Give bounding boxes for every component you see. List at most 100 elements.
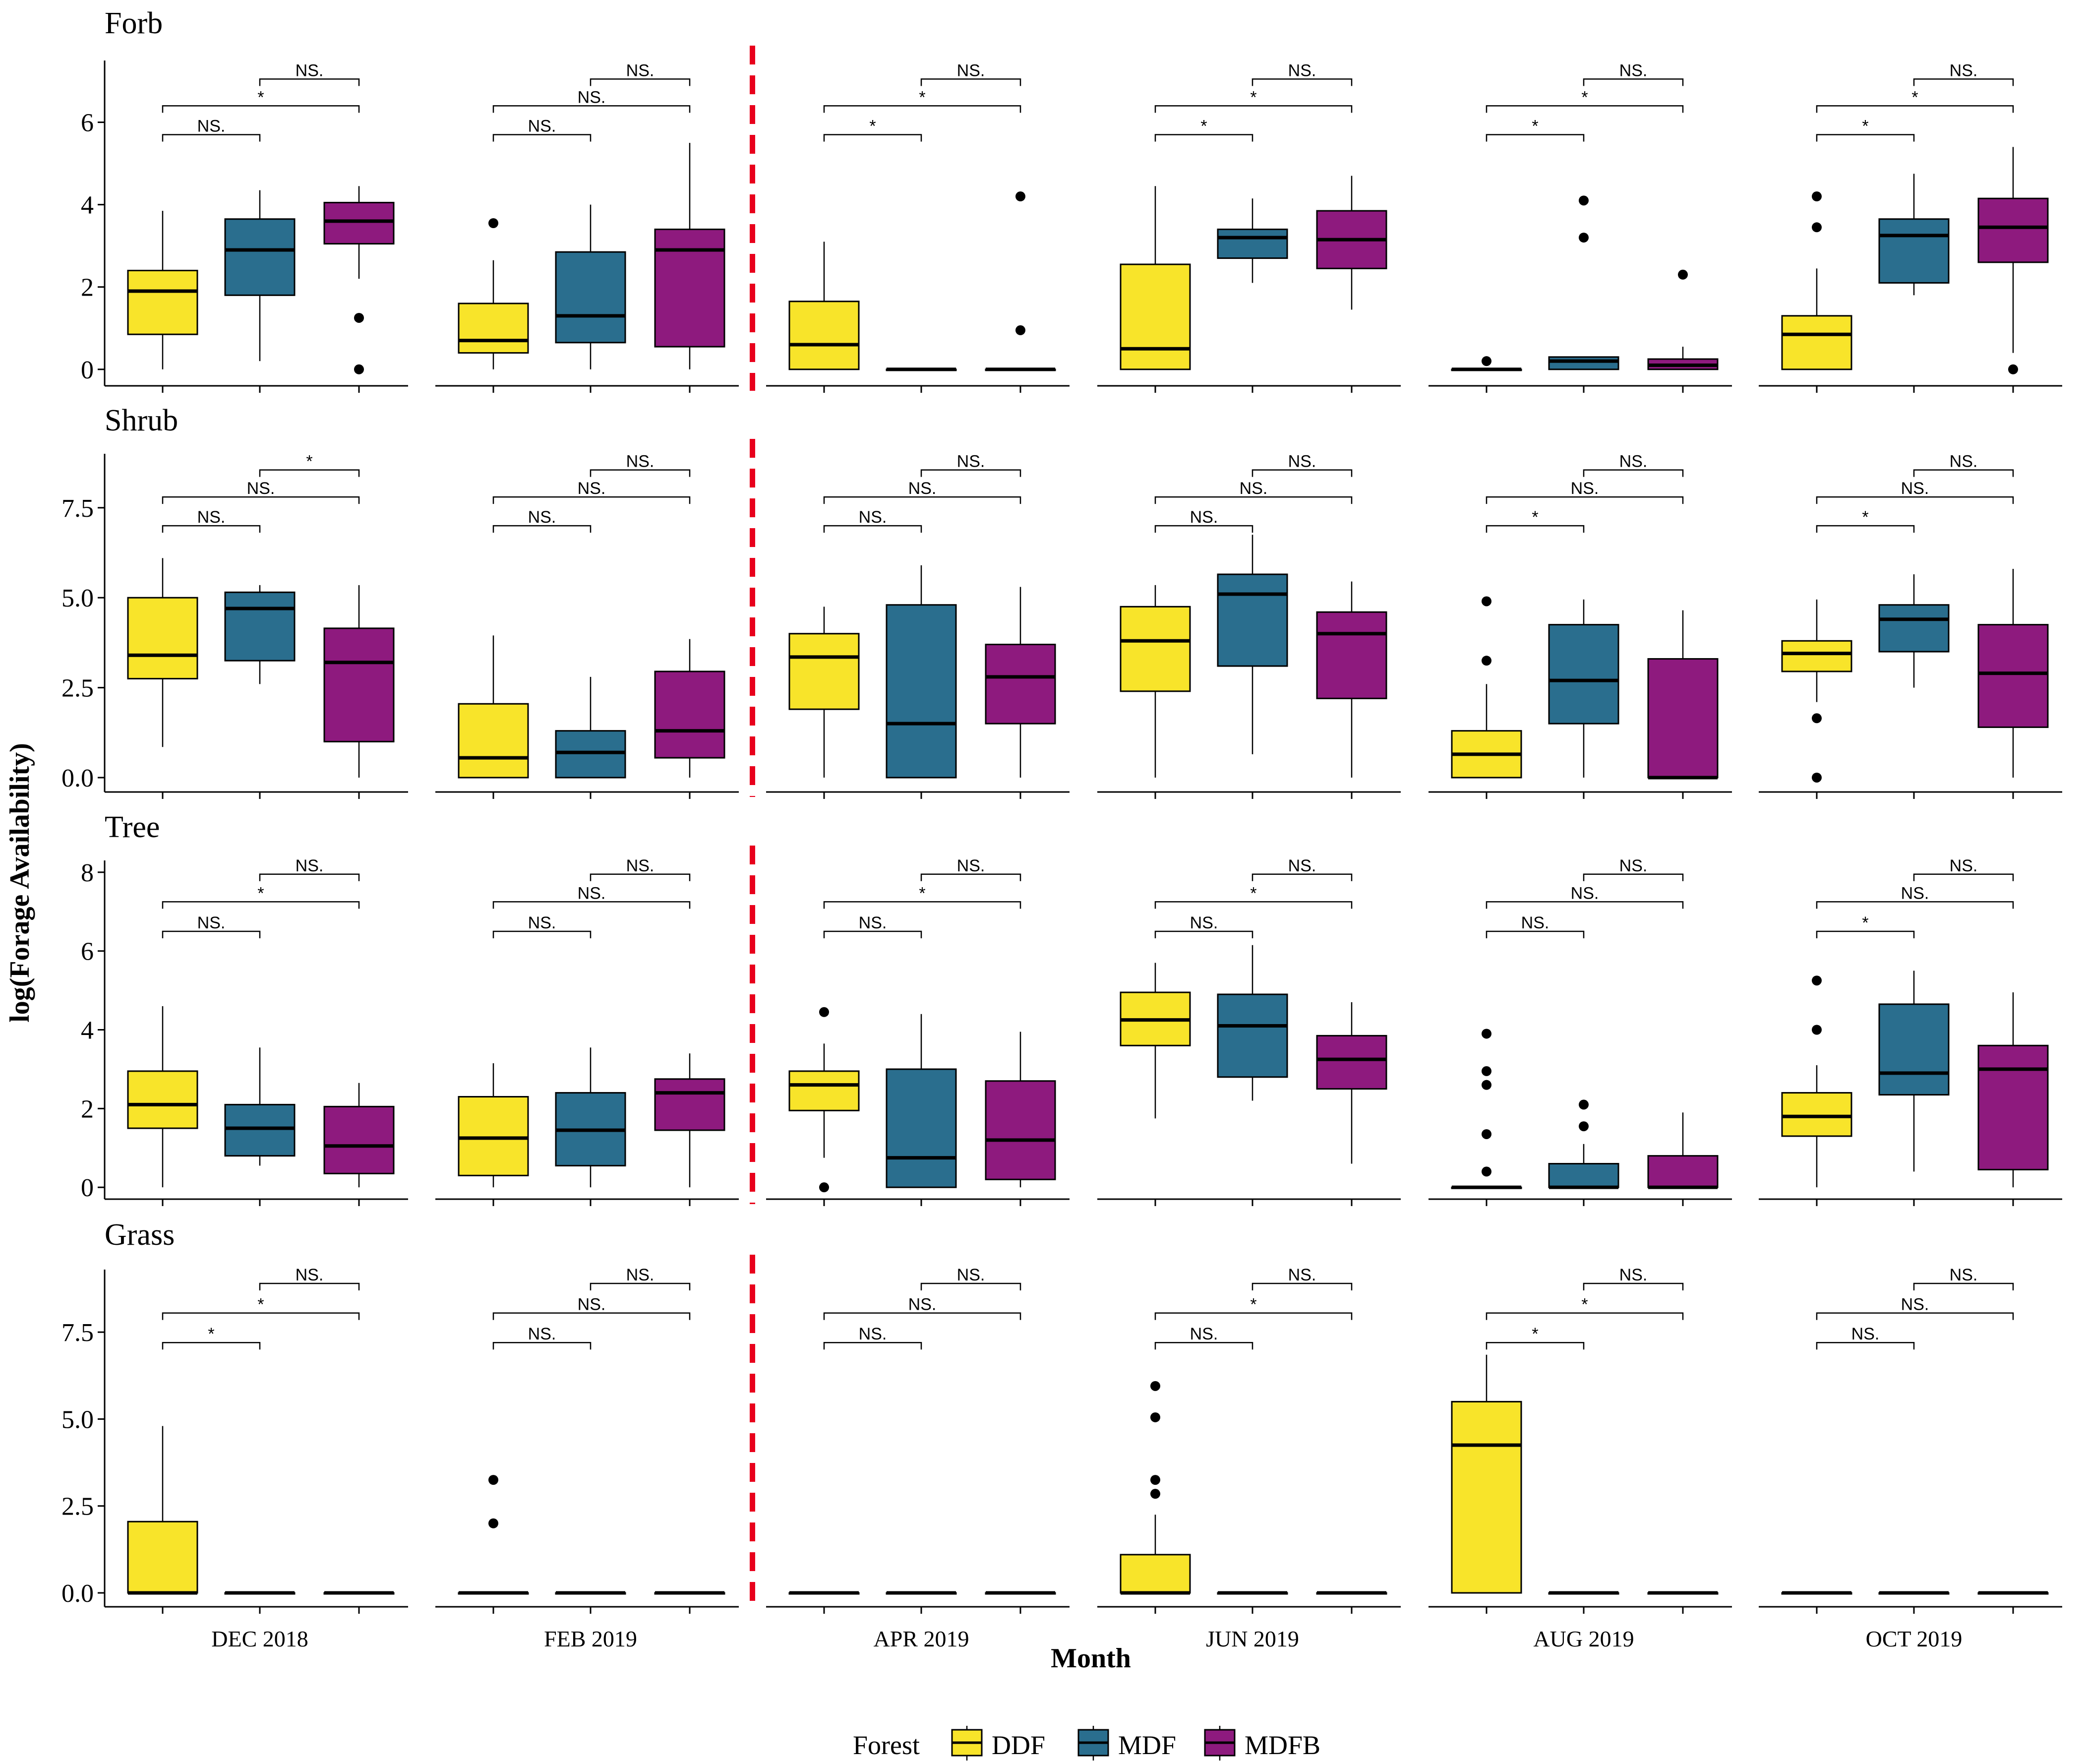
legend-entry-mdfb: MDFB	[1204, 1726, 1320, 1761]
box-iqr	[1316, 1034, 1387, 1090]
box-iqr	[654, 1078, 725, 1131]
panel-grass-oct-2019: NS. NS. NS. OCT 2019	[1759, 1266, 2062, 1651]
sig-label: *	[869, 117, 876, 135]
outlier-point	[1812, 222, 1822, 233]
y-tick-label: 6	[81, 938, 94, 966]
legend-label: MDFB	[1245, 1730, 1320, 1760]
box-iqr	[1647, 1155, 1719, 1188]
box-mdfb	[323, 1083, 395, 1188]
box-mdf	[555, 1591, 626, 1595]
sig-bracket: NS.	[823, 913, 922, 938]
sig-bracket-line	[1154, 1341, 1253, 1350]
y-tick-label: 7.5	[61, 1319, 94, 1347]
sig-bracket: NS.	[1154, 1325, 1253, 1350]
box-mdfb	[654, 1591, 725, 1595]
sig-label: NS.	[1288, 452, 1316, 471]
sig-label: *	[208, 1325, 214, 1343]
outlier-point	[819, 1182, 829, 1193]
box-ddf	[1120, 186, 1191, 370]
box-mdf	[1548, 1591, 1619, 1595]
row-title: Forb	[105, 6, 163, 40]
box-iqr	[458, 303, 529, 354]
sig-bracket: NS.	[823, 508, 922, 533]
panel-shrub-jun-2019: NS. NS. NS.	[1097, 452, 1401, 799]
sig-bracket: *	[1486, 88, 1684, 113]
box-mdfb	[323, 1591, 395, 1595]
sig-bracket-line	[1251, 873, 1353, 881]
outlier-point	[1482, 356, 1491, 366]
box-mdf	[555, 1047, 626, 1188]
outlier-point	[1482, 1166, 1491, 1177]
panel-forb-jun-2019: * * NS.	[1097, 61, 1401, 393]
sig-bracket-line	[1251, 78, 1353, 86]
sig-bracket-line	[492, 1341, 592, 1350]
x-axis-title: Month	[1051, 1643, 1131, 1674]
sig-bracket: NS.	[1816, 884, 2014, 909]
legend-label: MDF	[1118, 1730, 1176, 1760]
box-mdfb	[323, 186, 395, 374]
sig-label: NS.	[1571, 479, 1599, 498]
panel-forb-dec-2018: NS. * NS.	[105, 61, 408, 393]
sig-bracket: *	[162, 884, 360, 909]
box-iqr	[788, 633, 860, 710]
sig-label: *	[1200, 117, 1207, 135]
sig-label: NS.	[626, 61, 655, 80]
panel-shrub-apr-2019: NS. NS. NS.	[766, 452, 1070, 799]
sig-bracket-line	[590, 469, 691, 477]
outlier-point	[1150, 1381, 1160, 1391]
box-ddf	[1120, 1381, 1191, 1595]
sig-bracket: NS.	[920, 856, 1021, 881]
sig-bracket-line	[823, 105, 1021, 113]
box-mdf	[886, 367, 957, 371]
sig-bracket: *	[1486, 117, 1585, 142]
sig-bracket-line	[1816, 525, 1915, 533]
panel-tree-jun-2019: NS. * NS.	[1097, 856, 1401, 1206]
box-ddf	[1781, 599, 1852, 783]
outlier-point	[488, 218, 498, 228]
sig-label: NS.	[1190, 508, 1218, 527]
sig-bracket-line	[920, 873, 1021, 881]
box-mdfb	[1316, 176, 1387, 310]
sig-bracket: *	[823, 884, 1021, 909]
box-iqr	[127, 1070, 198, 1129]
sig-bracket-line	[920, 78, 1021, 86]
sig-label: *	[1250, 1295, 1256, 1314]
sig-bracket: *	[1816, 913, 1915, 938]
sig-label: NS.	[908, 1295, 937, 1314]
box-iqr	[127, 597, 198, 679]
sig-label: *	[1862, 508, 1868, 527]
outlier-point	[1812, 772, 1822, 783]
legend-title: Forest	[853, 1730, 920, 1760]
sig-label: NS.	[296, 61, 324, 80]
y-tick-label: 2	[81, 1095, 94, 1123]
sig-bracket-line	[1583, 873, 1684, 881]
sig-bracket-line	[1154, 525, 1253, 533]
sig-bracket: NS.	[259, 1266, 360, 1291]
outlier-point	[1482, 1066, 1491, 1076]
box-iqr	[1977, 1044, 2049, 1170]
y-tick-label: 8	[81, 859, 94, 887]
sig-label: NS.	[1901, 1295, 1929, 1314]
sig-bracket-line	[492, 496, 691, 504]
sig-bracket: *	[1154, 1295, 1353, 1320]
sig-bracket: NS.	[259, 61, 360, 86]
sig-bracket-line	[162, 930, 261, 938]
sig-bracket-line	[1486, 930, 1585, 938]
sig-bracket-line	[1486, 105, 1684, 113]
sig-bracket-line	[1583, 469, 1684, 477]
sig-label: NS.	[957, 452, 985, 471]
box-mdf	[886, 1591, 957, 1595]
box-iqr	[1977, 197, 2049, 263]
sig-label: NS.	[626, 856, 655, 875]
sig-label: *	[1862, 117, 1868, 135]
sig-bracket-line	[1154, 901, 1353, 909]
sig-label: NS.	[1950, 856, 1978, 875]
box-iqr	[1451, 1400, 1522, 1594]
box-ddf	[127, 558, 198, 747]
sig-bracket: NS.	[492, 884, 691, 909]
box-iqr	[1217, 993, 1288, 1078]
sig-bracket-line	[492, 1312, 691, 1320]
y-tick-label: 0.0	[61, 764, 94, 792]
box-mdf	[1217, 198, 1288, 283]
